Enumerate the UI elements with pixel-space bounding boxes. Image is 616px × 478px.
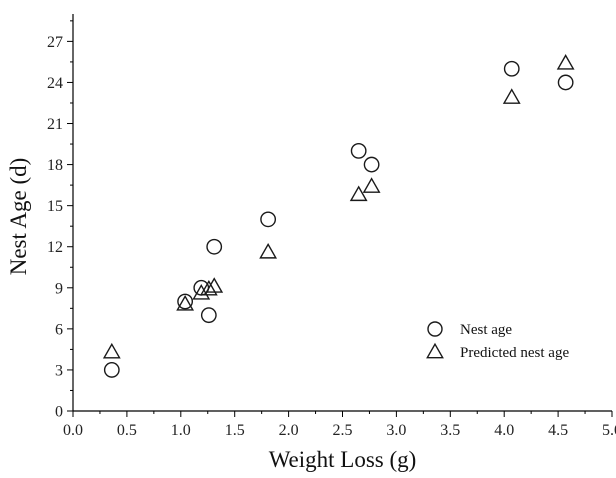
predicted-nest-age-point bbox=[349, 185, 368, 202]
nest-age-point bbox=[363, 156, 380, 173]
predicted-nest-age-point bbox=[192, 284, 211, 300]
nest-age-point bbox=[260, 211, 277, 228]
x-tick-label: 5.0 bbox=[602, 422, 616, 439]
nest-age-point bbox=[200, 307, 217, 324]
x-tick-label: 1.0 bbox=[171, 422, 191, 439]
legend-label-nest-age: Nest age bbox=[460, 322, 512, 338]
predicted-nest-age-point bbox=[362, 177, 381, 193]
data-points bbox=[102, 54, 575, 378]
y-tick-label: 6 bbox=[55, 321, 63, 338]
nest-age-point bbox=[103, 362, 120, 378]
y-tick-label: 18 bbox=[47, 157, 63, 174]
y-ticks: 0 3 6 9 12 15 18 21 24 27 bbox=[47, 20, 73, 421]
predicted-nest-age-point bbox=[259, 242, 278, 259]
nest-age-point bbox=[503, 60, 520, 77]
y-tick-label: 15 bbox=[47, 198, 63, 215]
x-tick-label: 4.0 bbox=[494, 422, 514, 439]
y-tick-label: 12 bbox=[47, 239, 63, 256]
legend-triangle-icon bbox=[426, 342, 444, 359]
x-tick-label: 2.0 bbox=[279, 422, 299, 439]
nest-age-point bbox=[193, 279, 210, 296]
nest-age-point bbox=[206, 238, 223, 255]
nest-age-point bbox=[350, 142, 367, 159]
predicted-nest-age-point bbox=[176, 294, 195, 311]
x-tick-label: 1.5 bbox=[225, 422, 245, 439]
x-tick-label: 0.0 bbox=[63, 422, 83, 439]
x-tick-label: 4.5 bbox=[548, 422, 568, 439]
y-tick-label: 3 bbox=[55, 362, 63, 379]
nest-age-point bbox=[177, 293, 194, 310]
predicted-nest-age-point bbox=[102, 342, 121, 359]
y-tick-label: 9 bbox=[55, 280, 63, 297]
legend: Nest age Predicted nest age bbox=[426, 321, 569, 361]
x-axis-title: Weight Loss (g) bbox=[269, 447, 417, 472]
nest-age-point bbox=[557, 74, 574, 91]
y-tick-label: 27 bbox=[47, 34, 63, 51]
x-ticks: 0.0 0.5 1.0 1.5 2.0 2.5 3.0 3.5 4.0 4.5 5.0 bbox=[63, 411, 616, 439]
predicted-nest-age-point bbox=[205, 277, 224, 293]
x-tick-label: 0.5 bbox=[117, 422, 137, 439]
legend-label-predicted-nest-age: Predicted nest age bbox=[460, 345, 569, 361]
y-tick-label: 24 bbox=[47, 75, 63, 92]
x-tick-label: 2.5 bbox=[333, 422, 353, 439]
y-tick-label: 21 bbox=[47, 116, 63, 133]
predicted-nest-age-point bbox=[199, 279, 218, 296]
predicted-nest-age-point bbox=[556, 54, 575, 70]
legend-circle-icon bbox=[427, 321, 443, 337]
y-tick-label: 0 bbox=[55, 404, 63, 421]
x-tick-label: 3.0 bbox=[386, 422, 406, 439]
y-axis-title: Nest Age (d) bbox=[6, 158, 31, 276]
predicted-nest-age-point bbox=[502, 88, 521, 104]
x-tick-label: 3.5 bbox=[440, 422, 460, 439]
